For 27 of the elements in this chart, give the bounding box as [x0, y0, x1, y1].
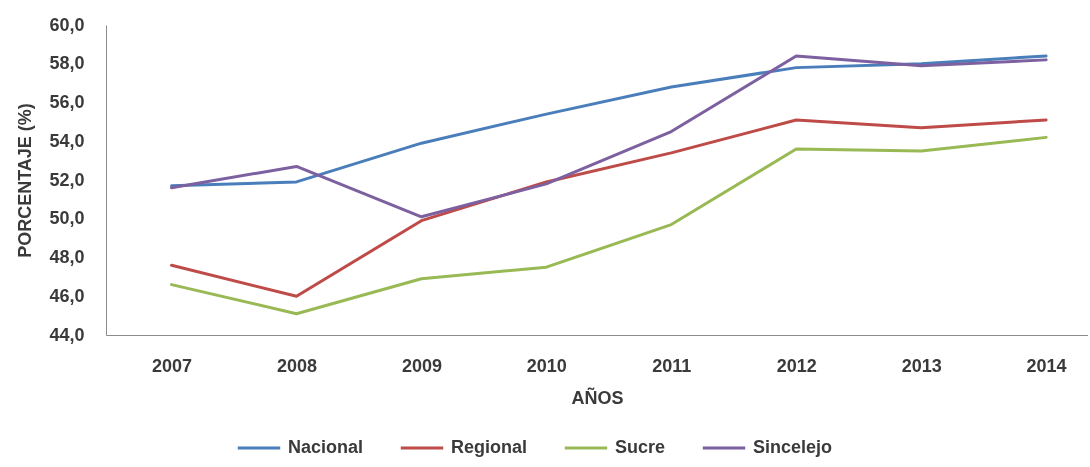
x-tick-label: 2008	[276, 355, 317, 376]
y-tick-label: 48,0	[49, 247, 85, 267]
y-tick-label: 50,0	[49, 208, 85, 229]
x-tick-label: 2014	[1026, 355, 1067, 376]
y-tick-label: 54,0	[49, 130, 85, 151]
y-tick-label: 58,0	[49, 53, 85, 74]
line-series	[170, 54, 1048, 219]
x-tick-label: 2007	[152, 355, 193, 376]
x-tick-label: 2010	[526, 355, 567, 376]
legend-label: Nacional	[288, 437, 364, 457]
x-axis-title: AÑOS	[571, 386, 624, 408]
y-tick-label: 56,0	[49, 92, 85, 112]
y-tick-label: 46,0	[49, 285, 85, 306]
x-tick-label: 2013	[901, 355, 942, 376]
y-tick-label: 44,0	[49, 324, 85, 345]
y-tick-label: 52,0	[49, 169, 85, 190]
legend-label: Sincelejo	[753, 437, 833, 457]
y-tick-label: 60,0	[49, 14, 85, 35]
line-series	[170, 54, 1048, 188]
x-tick-label: 2009	[401, 355, 442, 376]
x-tick-label: 2011	[652, 355, 692, 376]
legend-label: Sucre	[615, 437, 666, 457]
legend-label: Regional	[451, 437, 528, 457]
line-series	[170, 118, 1048, 298]
x-tick-label: 2012	[776, 355, 817, 376]
y-axis-title: PORCENTAJE (%)	[15, 103, 36, 258]
line-series	[170, 135, 1048, 316]
